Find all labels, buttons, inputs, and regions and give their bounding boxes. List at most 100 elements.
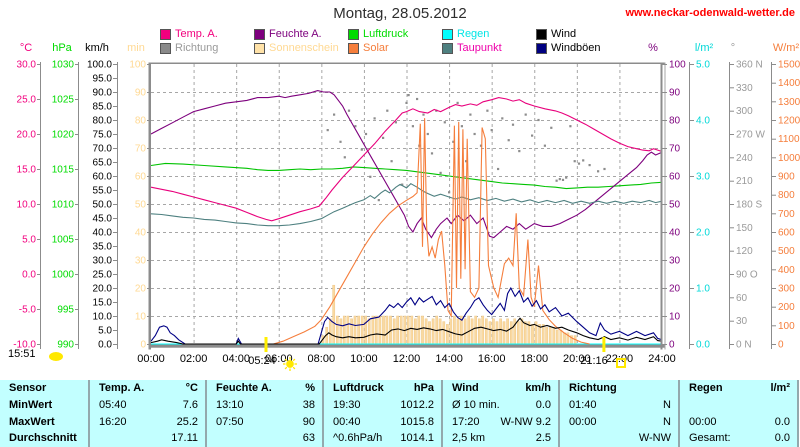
svg-text:0: 0 [669, 340, 675, 351]
legend-item-pressure: Luftdruck [348, 28, 408, 40]
svg-text:1000: 1000 [52, 270, 75, 281]
svg-text:10:00: 10:00 [350, 353, 378, 365]
table-value-cell: 2.5 [535, 432, 551, 445]
series-feuchte-a- [150, 90, 663, 239]
svg-text:75.0: 75.0 [93, 130, 113, 141]
table-value-row: ^0.6hPa/h 1014.1 [324, 430, 441, 447]
svg-text:360 N: 360 N [736, 60, 763, 71]
series-luftdruck [150, 162, 663, 190]
table-group-header: Wind km/h [443, 380, 558, 397]
sunshine-bars [321, 284, 577, 345]
svg-text:60.0: 60.0 [93, 172, 113, 183]
humidity-swatch [254, 28, 265, 40]
svg-text:45.0: 45.0 [93, 214, 113, 225]
table-value-row: 00:00 N [560, 414, 678, 431]
svg-text:5.0: 5.0 [98, 326, 112, 337]
svg-text:70.0: 70.0 [93, 144, 113, 155]
table-time-cell: 00:00 [689, 415, 717, 428]
table-group-unit: l/m² [770, 382, 790, 395]
table-value-cell: 90 [302, 415, 315, 428]
table-group-wind: Wind km/h Ø 10 min. 0.0 17:20 W-NW 9.2 2,5 km 2… [441, 380, 558, 447]
svg-text:400: 400 [778, 265, 795, 276]
svg-text:20: 20 [669, 284, 681, 295]
table-value-cell: 17.11 [171, 432, 198, 445]
svg-text:08:00: 08:00 [308, 353, 336, 365]
table-value-cell: 25.2 [176, 415, 198, 428]
svg-text:l/m²: l/m² [695, 42, 714, 54]
table-row-label: Sensor [9, 382, 47, 395]
svg-text:60: 60 [669, 172, 681, 183]
legend-item-solar: Solar [348, 42, 389, 54]
svg-text:30: 30 [135, 256, 147, 267]
svg-text:1010: 1010 [52, 200, 75, 211]
svg-text:30.0: 30.0 [17, 60, 37, 71]
svg-text:15.0: 15.0 [17, 165, 37, 176]
sunset-axis-marker [602, 337, 606, 352]
table-value-cell: 1015.8 [400, 415, 434, 428]
table-value-cell: 1012.2 [400, 398, 434, 411]
svg-text:50: 50 [135, 200, 147, 211]
legend-item-direction: Richtung [160, 42, 218, 54]
svg-text:06:00: 06:00 [265, 353, 293, 365]
axis--: 360 N 330 300 270 W 240 210 180 S 150 120 90 O 60 3… [729, 42, 765, 351]
legend-label: Luftdruck [363, 28, 409, 40]
plot-border-right [660, 62, 663, 350]
sunrise-sun-icon [283, 357, 297, 371]
svg-text:W/m²: W/m² [773, 42, 800, 54]
table-value-row: 00:40 1015.8 [324, 414, 441, 431]
svg-text:30.0: 30.0 [93, 256, 113, 267]
svg-text:70: 70 [669, 144, 681, 155]
axis--c: 30.0 25.0 20.0 15.0 10.0 5.0 0.0 -5.0 -10.0 °C [13, 42, 41, 351]
svg-text:330: 330 [736, 83, 753, 94]
svg-text:°C: °C [20, 42, 32, 54]
table-group-unit: °C [185, 382, 198, 395]
legend-item-rain: Regen [442, 28, 489, 40]
temp-swatch [160, 28, 171, 40]
svg-text:18:00: 18:00 [521, 353, 549, 365]
table-group-unit: hPa [413, 382, 434, 395]
svg-text:15.0: 15.0 [93, 298, 113, 309]
svg-text:-10.0: -10.0 [13, 340, 36, 351]
svg-text:100: 100 [129, 60, 146, 71]
axis-l-m-: 5.0 4.0 3.0 2.0 1.0 0.0 l/m² [689, 42, 713, 351]
svg-text:25.0: 25.0 [93, 270, 113, 281]
svg-text:600: 600 [778, 228, 795, 239]
x-axis-labels: 00:00 02:00 04:00 06:00 08:00 10:00 12:00 14:00… [137, 353, 676, 365]
svg-text:300: 300 [778, 284, 795, 295]
svg-text:0.0: 0.0 [22, 270, 36, 281]
table-value-row: W-NW [560, 430, 678, 447]
axis-km-h: 100.0 95.0 90.0 85.0 80.0 75.0 70.0 65.0 60.0 55.… [85, 42, 118, 351]
table-value-row: 19:30 1012.2 [324, 397, 441, 414]
wind-direction-dots [326, 94, 606, 202]
svg-text:90: 90 [669, 88, 681, 99]
svg-text:120: 120 [736, 246, 753, 257]
pressure-swatch [348, 28, 359, 40]
table-group-unit: km/h [525, 382, 551, 395]
gridlines [151, 64, 662, 344]
svg-text:°: ° [731, 42, 735, 54]
svg-text:90: 90 [135, 88, 147, 99]
table-time-cell: ^0.6hPa/h [333, 432, 383, 445]
svg-text:30: 30 [669, 256, 681, 267]
table-value-row: 2,5 km 2.5 [443, 430, 558, 447]
table-group-name: Richtung [569, 382, 617, 395]
legend-label: Solar [363, 42, 389, 54]
table-value-cell: 38 [302, 398, 315, 411]
table-value-cell: N [663, 415, 671, 428]
legend-item-wind: Wind [536, 28, 576, 40]
svg-text:min: min [127, 42, 145, 54]
table-value-cell: 0.0 [535, 398, 551, 411]
dewpoint-swatch [442, 42, 453, 54]
legend-label: Regen [457, 28, 490, 40]
svg-text:1.0: 1.0 [696, 284, 710, 295]
legend-item-temp: Temp. A. [160, 28, 218, 40]
table-value-row: Gesamt: 0.0 [680, 430, 797, 447]
plot-border-top [148, 62, 665, 64]
site-link[interactable]: www.neckar-odenwald-wetter.de [625, 7, 795, 19]
svg-text:10.0: 10.0 [17, 200, 37, 211]
svg-text:90 O: 90 O [736, 270, 758, 281]
svg-text:95.0: 95.0 [93, 74, 113, 85]
svg-text:20.0: 20.0 [93, 284, 113, 295]
table-value-cell: 0.0 [774, 415, 790, 428]
svg-text:1015: 1015 [52, 165, 75, 176]
